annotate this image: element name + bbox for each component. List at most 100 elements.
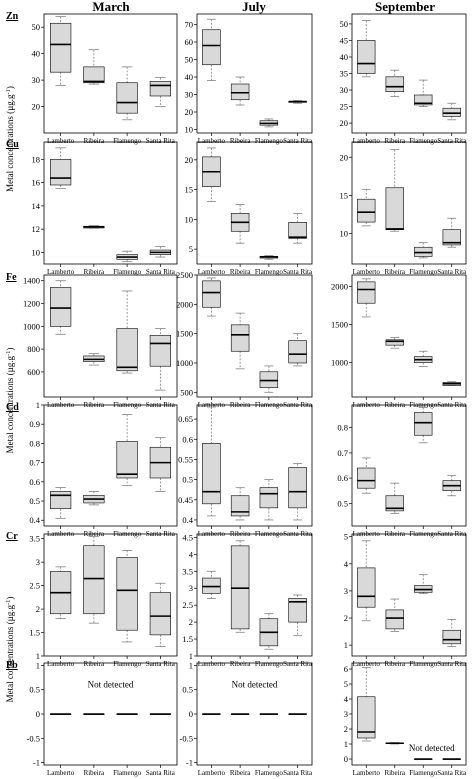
y-tick-label: 50 — [32, 22, 41, 32]
box-iqr — [288, 467, 307, 509]
box-ribeira — [83, 49, 105, 85]
box-iqr — [230, 495, 250, 517]
y-tick-label: -0.5 — [180, 733, 193, 743]
box-ribeira — [230, 713, 250, 715]
y-tick-label: 2 — [344, 613, 348, 623]
x-tick-label: Santa Rita — [283, 769, 313, 777]
y-tick-label: 2 — [36, 604, 40, 614]
y-tick-label: 14 — [32, 201, 41, 211]
y-tick-label: 2 — [344, 724, 348, 734]
y-tick-label: 45 — [340, 35, 349, 45]
box-lamberto — [50, 566, 72, 619]
y-tick-label: 0.7 — [337, 448, 348, 458]
box-lamberto — [50, 487, 72, 519]
y-tick-label: 70 — [185, 20, 194, 30]
metal-label-zn: Zn — [6, 11, 19, 22]
y-tick-label: 5 — [344, 532, 348, 542]
box-iqr — [230, 545, 250, 630]
x-tick-label: Ribeira — [84, 137, 105, 145]
box-ribeira — [230, 540, 250, 633]
box-iqr — [259, 371, 279, 388]
x-tick-label: Santa Rita — [283, 268, 313, 276]
y-tick-label: 1.5 — [29, 628, 40, 638]
panel-cu-september: 10 15 20 Lamberto Ribeira Flamengo Santa Rita — [340, 141, 467, 276]
y-tick-label: 0.65 — [178, 414, 193, 424]
y-tick-label: 20 — [185, 155, 194, 165]
y-tick-label: 1 — [36, 660, 40, 670]
y-tick-label: 20 — [32, 102, 41, 112]
box-ribeira — [230, 76, 250, 106]
y-axis-label-exponent: -1 — [5, 351, 12, 356]
panel-frame — [43, 274, 178, 398]
box-flamengo — [259, 255, 279, 260]
y-tick-label: 1200 — [23, 299, 40, 309]
box-ribeira — [230, 204, 250, 244]
box-santa-rita — [288, 594, 307, 637]
box-flamengo — [116, 414, 138, 487]
box-iqr — [357, 40, 376, 74]
panel-frame — [43, 404, 178, 527]
box-iqr — [414, 412, 433, 436]
x-tick-label: Flamengo — [113, 769, 141, 777]
box-lamberto — [357, 540, 376, 622]
y-axis-label-main: Metal concentrations (µg.g — [5, 605, 15, 703]
x-tick-label: Flamengo — [113, 660, 141, 668]
box-santa-rita — [442, 475, 461, 497]
y-tick-label: 40 — [32, 49, 41, 59]
y-tick-label: 10 — [185, 125, 194, 135]
box-lamberto — [357, 457, 376, 494]
x-tick-label: Flamengo — [255, 769, 283, 777]
y-tick-label: 1000 — [23, 321, 40, 331]
x-tick-label: Santa Rita — [146, 137, 176, 145]
y-tick-label: 60 — [185, 37, 194, 47]
metal-label-cr: Cr — [6, 531, 18, 542]
y-tick-label: 0 — [36, 709, 40, 719]
y-tick-label: 16 — [32, 178, 41, 188]
box-flamengo — [259, 713, 279, 715]
panel-cu-july: 5 10 15 20 Lamberto Ribeira Flamengo Santa Rita — [185, 141, 313, 276]
box-santa-rita — [288, 713, 307, 715]
y-tick-label: 0.6 — [29, 477, 40, 487]
box-flamengo — [414, 79, 433, 107]
box-iqr — [357, 696, 376, 739]
x-tick-label: Lamberto — [198, 769, 226, 777]
box-lamberto — [202, 406, 221, 517]
y-axis-label-main: Metal concentrations (µg.g — [5, 94, 15, 192]
x-tick-label: Santa Rita — [146, 660, 176, 668]
panel-frame — [196, 404, 313, 527]
x-tick-label: Lamberto — [353, 137, 381, 145]
x-tick-label: Flamengo — [255, 268, 283, 276]
y-tick-label: 0.4 — [182, 515, 193, 525]
y-tick-label: 0.4 — [29, 515, 40, 525]
y-tick-label: 4.5 — [182, 532, 193, 542]
box-ribeira — [83, 491, 105, 506]
not-detected-annotation: Not detected — [232, 679, 278, 689]
box-lamberto — [357, 278, 376, 318]
y-tick-label: 6 — [344, 664, 348, 674]
x-tick-label: Santa Rita — [437, 769, 467, 777]
box-santa-rita — [442, 619, 461, 647]
panel-frame — [351, 533, 467, 657]
box-iqr — [357, 467, 376, 489]
x-tick-label: Flamengo — [255, 137, 283, 145]
y-tick-label: 0.5 — [182, 475, 193, 485]
y-tick-label: 30 — [32, 75, 41, 85]
box-santa-rita — [442, 381, 461, 386]
box-ribeira — [385, 598, 404, 632]
box-santa-rita — [149, 77, 171, 107]
box-iqr — [385, 495, 404, 512]
box-iqr — [116, 82, 138, 114]
panel-cu-march: 10 12 14 16 18 Lamberto Ribeira Flamengo Santa R… — [6, 139, 178, 276]
y-tick-label: 5 — [189, 244, 193, 254]
y-tick-label: 0.5 — [337, 498, 348, 508]
y-axis-label-exponent: -1 — [5, 600, 12, 605]
box-iqr — [202, 29, 221, 66]
y-tick-label: 12 — [32, 224, 41, 234]
y-tick-label: 0.9 — [29, 419, 40, 429]
panel-zn-september: 20 25 30 35 40 45 50 Lamberto Ribeira Flamengo San… — [340, 13, 467, 145]
column-title-september: September — [375, 0, 435, 14]
y-tick-label: 2000 — [176, 299, 193, 309]
metal-label-cu: Cu — [6, 139, 19, 150]
y-tick-label: 15 — [340, 190, 349, 200]
